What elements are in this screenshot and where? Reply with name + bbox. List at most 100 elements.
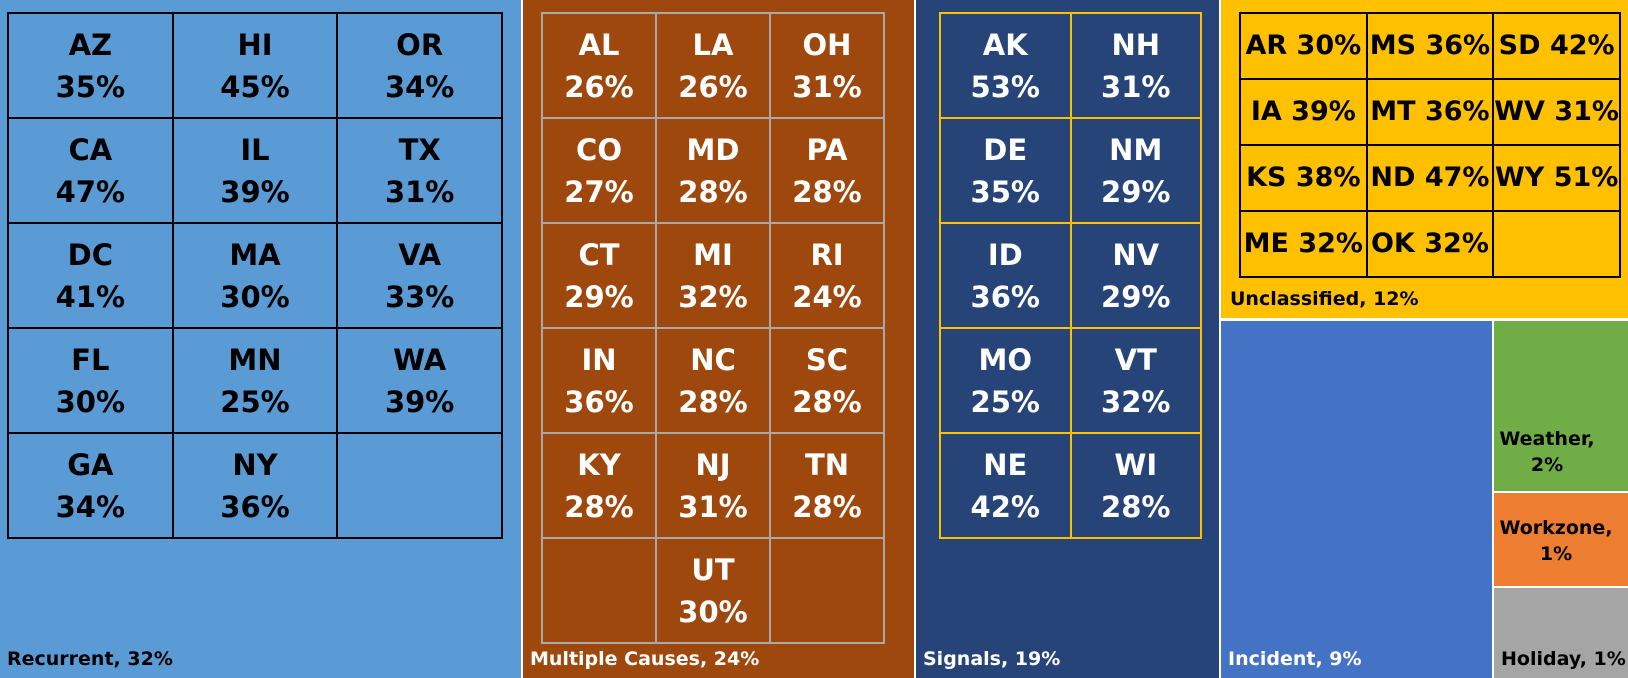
state-percentage: 24% (792, 279, 862, 314)
state-percentage: 27% (564, 174, 634, 209)
state-code: ID (987, 237, 1023, 272)
recurrent-state-grid: AZ 35% HI 45% OR 34% CA 47% IL 39% TX 31% DC 41% MA 30%… (7, 12, 503, 539)
state-cell-mo: MO 25% (941, 329, 1072, 434)
state-code: AL (578, 27, 620, 62)
state-cell-dc: DC 41% (9, 224, 174, 329)
state-percentage: 30% (220, 279, 290, 314)
state-code: SD (1498, 30, 1541, 61)
state-code: GA (67, 447, 114, 482)
state-cell-tn: TN 28% (771, 434, 885, 539)
state-percentage: 28% (792, 489, 862, 524)
category-label-multiple-causes: Multiple Causes, 24% (530, 648, 760, 670)
state-code: MD (686, 132, 740, 167)
state-code: IA (1250, 96, 1282, 127)
empty-cell (338, 434, 503, 539)
state-cell-hi: HI 45% (173, 14, 339, 119)
state-percentage: 39% (1291, 96, 1356, 127)
state-percentage: 41% (55, 279, 126, 314)
state-cell-ct: CT 29% (543, 224, 657, 329)
state-code: KS (1246, 162, 1287, 193)
state-percentage: 47% (1424, 162, 1490, 193)
category-label-unclassified: Unclassified, 12% (1230, 288, 1419, 310)
state-percentage: 36% (970, 279, 1040, 314)
state-code: OR (396, 27, 444, 62)
state-code: AR (1245, 30, 1288, 61)
state-percentage: 36% (564, 384, 634, 419)
state-cell-sc: SC 28% (771, 329, 885, 434)
state-cell-oh: OH 31% (771, 14, 885, 119)
state-cell-nd: ND 47% (1367, 146, 1495, 212)
category-unclassified: AR 30% MS 36% SD 42% IA 39% MT 36% WV 31% KS 3… (1221, 0, 1628, 318)
state-percentage: 35% (970, 174, 1040, 209)
state-cell-wi: WI 28% (1071, 434, 1202, 539)
state-cell-co: CO 27% (543, 119, 657, 224)
state-cell-la: LA 26% (657, 14, 771, 119)
state-cell-ca: CA 47% (9, 119, 174, 224)
state-percentage: 32% (1298, 228, 1363, 259)
state-code: VT (1114, 342, 1157, 377)
state-code: IL (240, 132, 270, 167)
category-label-workzone: Workzone, 1% (1494, 515, 1618, 567)
state-cell-mn: MN 25% (173, 329, 339, 434)
state-percentage: 42% (970, 489, 1040, 524)
state-code: MS (1369, 30, 1417, 61)
signals-state-grid: AK 53% NH 31% DE 35% NM 29% ID 36% NV 29% MO 25% VT 32%… (939, 12, 1202, 539)
state-percentage: 38% (1295, 162, 1361, 193)
state-code: MA (229, 237, 281, 272)
category-holiday: Holiday, 1% (1494, 588, 1628, 678)
state-percentage: 30% (55, 384, 126, 419)
state-percentage: 26% (564, 69, 634, 104)
state-cell-wa: WA 39% (338, 329, 503, 434)
state-percentage: 25% (220, 384, 290, 419)
state-code: IN (581, 342, 617, 377)
state-percentage: 53% (970, 69, 1040, 104)
state-cell-ga: GA 34% (9, 434, 174, 539)
state-code: NY (232, 447, 278, 482)
state-code: NH (1111, 27, 1161, 62)
category-signals: AK 53% NH 31% DE 35% NM 29% ID 36% NV 29% MO 25% VT 32%… (916, 0, 1219, 678)
category-label-recurrent: Recurrent, 32% (7, 648, 173, 670)
state-percentage: 36% (1425, 30, 1491, 61)
state-cell-nj: NJ 31% (657, 434, 771, 539)
category-recurrent: AZ 35% HI 45% OR 34% CA 47% IL 39% TX 31% DC 41% MA 30%… (0, 0, 521, 678)
state-cell-pa: PA 28% (771, 119, 885, 224)
state-percentage: 31% (384, 174, 455, 209)
state-cell-ar: AR 30% (1241, 14, 1368, 80)
state-percentage: 39% (384, 384, 455, 419)
state-cell-id: ID 36% (941, 224, 1072, 329)
state-cell-nv: NV 29% (1071, 224, 1202, 329)
state-cell-in: IN 36% (543, 329, 657, 434)
state-code: OK (1370, 228, 1415, 259)
state-code: TX (398, 132, 441, 167)
state-percentage: 42% (1549, 30, 1615, 61)
state-percentage: 36% (1424, 96, 1490, 127)
state-code: NE (983, 447, 1028, 482)
state-code: RI (810, 237, 844, 272)
state-cell-ak: AK 53% (941, 14, 1072, 119)
state-percentage: 36% (220, 489, 290, 524)
workzone-label-line2: 1% (1539, 543, 1573, 565)
state-cell-de: DE 35% (941, 119, 1072, 224)
state-code: MO (978, 342, 1032, 377)
state-cell-az: AZ 35% (9, 14, 174, 119)
state-code: KY (577, 447, 621, 482)
state-code: CT (578, 237, 620, 272)
state-cell-ok: OK 32% (1367, 212, 1495, 278)
state-cell-il: IL 39% (173, 119, 339, 224)
state-percentage: 30% (1296, 30, 1362, 61)
state-cell-tx: TX 31% (338, 119, 503, 224)
state-code: PA (806, 132, 848, 167)
state-cell-wv: WV 31% (1494, 80, 1621, 146)
state-cell-wy: WY 51% (1494, 146, 1621, 212)
unclassified-state-grid: AR 30% MS 36% SD 42% IA 39% MT 36% WV 31% KS 3… (1239, 12, 1621, 278)
state-code: NV (1112, 237, 1160, 272)
state-cell-sd: SD 42% (1494, 14, 1621, 80)
state-code: HI (237, 27, 273, 62)
state-percentage: 31% (678, 489, 748, 524)
state-cell-fl: FL 30% (9, 329, 174, 434)
state-code: ME (1243, 228, 1289, 259)
category-label-weather: Weather, 2% (1494, 426, 1600, 478)
empty-cell (771, 539, 885, 644)
state-cell-ks: KS 38% (1241, 146, 1368, 212)
state-cell-va: VA 33% (338, 224, 503, 329)
